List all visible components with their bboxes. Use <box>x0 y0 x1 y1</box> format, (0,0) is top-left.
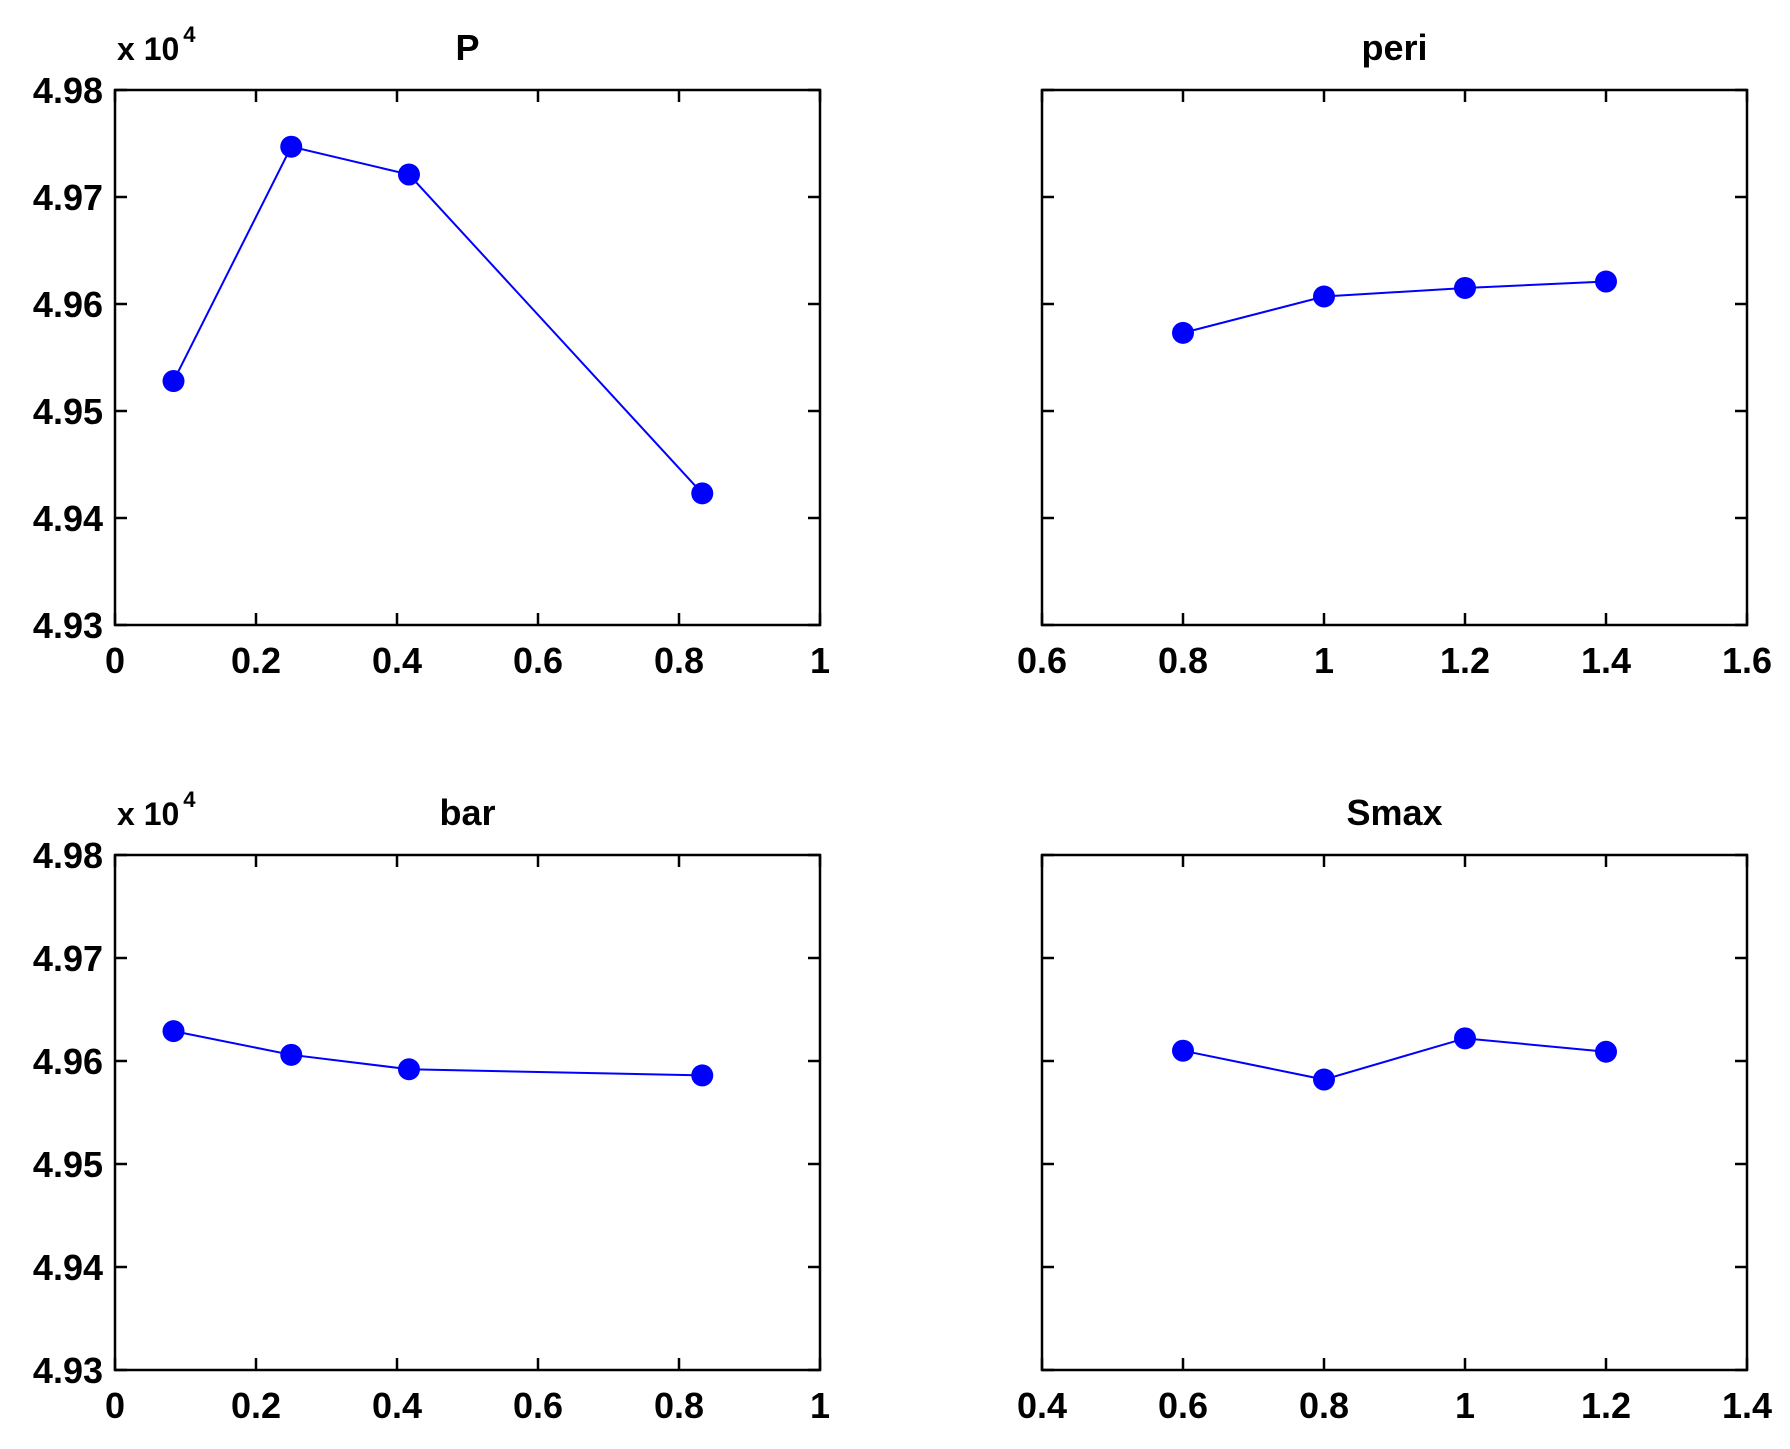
y-multiplier-label: x 10 4 <box>117 787 196 832</box>
chart-title: peri <box>1361 27 1427 68</box>
x-tick-label: 0 <box>105 640 125 681</box>
data-point <box>162 1020 185 1043</box>
x-tick-label: 0.8 <box>1158 640 1208 681</box>
series-line <box>173 1030 703 1077</box>
data-point <box>280 1043 303 1066</box>
x-tick-label: 1.4 <box>1722 1385 1772 1426</box>
data-point <box>1172 1039 1194 1062</box>
chart-title: Smax <box>1346 792 1442 833</box>
x-tick-label: 1 <box>1314 640 1334 681</box>
data-point <box>397 163 420 186</box>
y-multiplier-exponent: 4 <box>183 787 196 812</box>
data-point <box>691 1064 714 1087</box>
data-point <box>280 135 303 158</box>
series-line <box>1182 280 1607 334</box>
x-tick-label: 0.8 <box>654 1385 704 1426</box>
subplot-peri: peri 0.6 0.8 1 1.2 1.4 1.6 <box>1017 27 1772 681</box>
x-tick-label: 1.2 <box>1440 640 1490 681</box>
data-point <box>691 482 714 505</box>
x-tick-label: 0.2 <box>231 1385 281 1426</box>
x-tick-label: 0.2 <box>231 640 281 681</box>
x-tick-label: 1.2 <box>1581 1385 1631 1426</box>
x-tick-label: 0.6 <box>513 1385 563 1426</box>
subplot-bar: bar 0 0.2 0.4 0.6 0.8 1 4.93 4.94 4.95 4.96 4.97 4.9… <box>33 787 830 1426</box>
x-tick-label: 0.4 <box>1017 1385 1067 1426</box>
y-tick-label: 4.93 <box>33 605 103 646</box>
y-tick-label: 4.95 <box>33 1144 103 1185</box>
y-tick-label: 4.97 <box>33 938 103 979</box>
y-multiplier-label: x 10 4 <box>117 22 196 67</box>
data-point <box>1313 1068 1335 1091</box>
y-tick-label: 4.95 <box>33 391 103 432</box>
x-tick-label: 0.6 <box>1017 640 1067 681</box>
x-tick-label: 0.8 <box>1299 1385 1349 1426</box>
data-point <box>1595 1040 1617 1063</box>
y-multiplier-base: x 10 <box>117 796 179 832</box>
x-tick-label: 1 <box>1455 1385 1475 1426</box>
y-tick-label: 4.94 <box>33 1247 103 1288</box>
x-tick-label: 1.4 <box>1581 640 1631 681</box>
x-tick-label: 0.4 <box>372 1385 422 1426</box>
x-tick-label: 0.8 <box>654 640 704 681</box>
axes-box <box>1040 88 1749 627</box>
x-tick-label: 1.6 <box>1722 640 1772 681</box>
y-tick-label: 4.97 <box>33 177 103 218</box>
y-tick-label: 4.93 <box>33 1350 103 1391</box>
data-point <box>1454 1027 1476 1050</box>
data-point <box>1595 270 1617 293</box>
y-multiplier-base: x 10 <box>117 31 179 67</box>
chart-title: bar <box>439 792 495 833</box>
y-tick-label: 4.96 <box>33 1041 103 1082</box>
subplot-p: P 0 0.2 0.4 0.6 0.8 1 4.93 4.94 4.95 4.96 4.97 4.98 x… <box>33 22 830 681</box>
x-tick-label: 1 <box>810 1385 830 1426</box>
axes-box <box>1040 853 1749 1372</box>
data-point <box>1313 285 1335 308</box>
chart-title: P <box>455 27 479 68</box>
y-tick-label: 4.96 <box>33 284 103 325</box>
data-point <box>1454 276 1476 299</box>
x-tick-label: 0.4 <box>372 640 422 681</box>
subplot-smax: Smax 0.4 0.6 0.8 1 1.2 1.4 <box>1017 792 1772 1426</box>
axes-box <box>113 88 822 627</box>
x-tick-label: 1 <box>810 640 830 681</box>
series-line <box>1182 1037 1607 1081</box>
data-point <box>162 370 185 393</box>
x-tick-label: 0.6 <box>513 640 563 681</box>
y-tick-label: 4.94 <box>33 498 103 539</box>
data-point <box>1172 321 1194 344</box>
y-tick-label: 4.98 <box>33 70 103 111</box>
series-line <box>172 145 704 495</box>
y-tick-label: 4.98 <box>33 835 103 876</box>
data-point <box>397 1058 420 1081</box>
x-tick-label: 0 <box>105 1385 125 1426</box>
x-tick-label: 0.6 <box>1158 1385 1208 1426</box>
axes-box <box>113 853 822 1372</box>
y-multiplier-exponent: 4 <box>183 22 196 47</box>
